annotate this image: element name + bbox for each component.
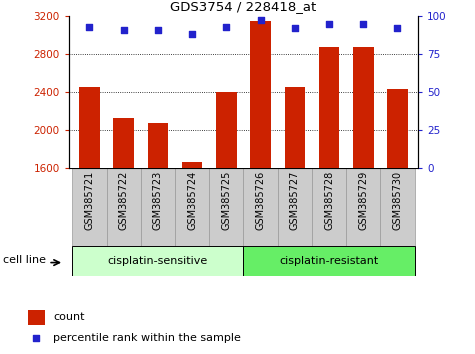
Bar	[72, 246, 244, 276]
FancyBboxPatch shape	[312, 168, 346, 246]
Point	[325, 21, 333, 26]
FancyBboxPatch shape	[380, 168, 415, 246]
FancyBboxPatch shape	[72, 168, 106, 246]
Text: GSM385726: GSM385726	[256, 171, 266, 230]
Bar	[319, 47, 339, 320]
Bar	[182, 162, 202, 320]
Point	[32, 336, 40, 341]
Text: GSM385727: GSM385727	[290, 171, 300, 230]
FancyBboxPatch shape	[209, 168, 244, 246]
Bar	[285, 87, 305, 320]
Bar	[244, 246, 415, 276]
FancyBboxPatch shape	[278, 168, 312, 246]
Text: GSM385722: GSM385722	[119, 171, 129, 230]
Point	[222, 24, 230, 29]
Text: GSM385728: GSM385728	[324, 171, 334, 230]
Bar	[216, 92, 237, 320]
Text: cisplatin-resistant: cisplatin-resistant	[279, 256, 379, 266]
Text: GSM385729: GSM385729	[358, 171, 368, 230]
Point	[120, 27, 127, 33]
Point	[257, 18, 265, 23]
Bar	[387, 89, 408, 320]
Bar	[28, 310, 45, 325]
Bar	[353, 47, 373, 320]
Bar	[148, 124, 168, 320]
FancyBboxPatch shape	[106, 168, 141, 246]
Text: GSM385721: GSM385721	[85, 171, 95, 230]
Text: cell line: cell line	[3, 255, 47, 264]
Text: GSM385723: GSM385723	[153, 171, 163, 230]
Title: GDS3754 / 228418_at: GDS3754 / 228418_at	[171, 0, 316, 13]
FancyBboxPatch shape	[175, 168, 209, 246]
Point	[360, 21, 367, 26]
Point	[291, 25, 299, 31]
Text: GSM385724: GSM385724	[187, 171, 197, 230]
Point	[154, 27, 162, 33]
FancyBboxPatch shape	[346, 168, 380, 246]
Text: cisplatin-sensitive: cisplatin-sensitive	[108, 256, 208, 266]
Bar	[114, 118, 134, 320]
Point	[394, 25, 401, 31]
Text: GSM385725: GSM385725	[221, 171, 231, 230]
Text: percentile rank within the sample: percentile rank within the sample	[53, 333, 241, 343]
Bar	[250, 21, 271, 320]
Point	[188, 32, 196, 37]
Text: GSM385730: GSM385730	[392, 171, 402, 230]
Text: count: count	[53, 312, 85, 322]
FancyBboxPatch shape	[244, 168, 278, 246]
Point	[86, 24, 93, 29]
FancyBboxPatch shape	[141, 168, 175, 246]
Bar	[79, 87, 100, 320]
